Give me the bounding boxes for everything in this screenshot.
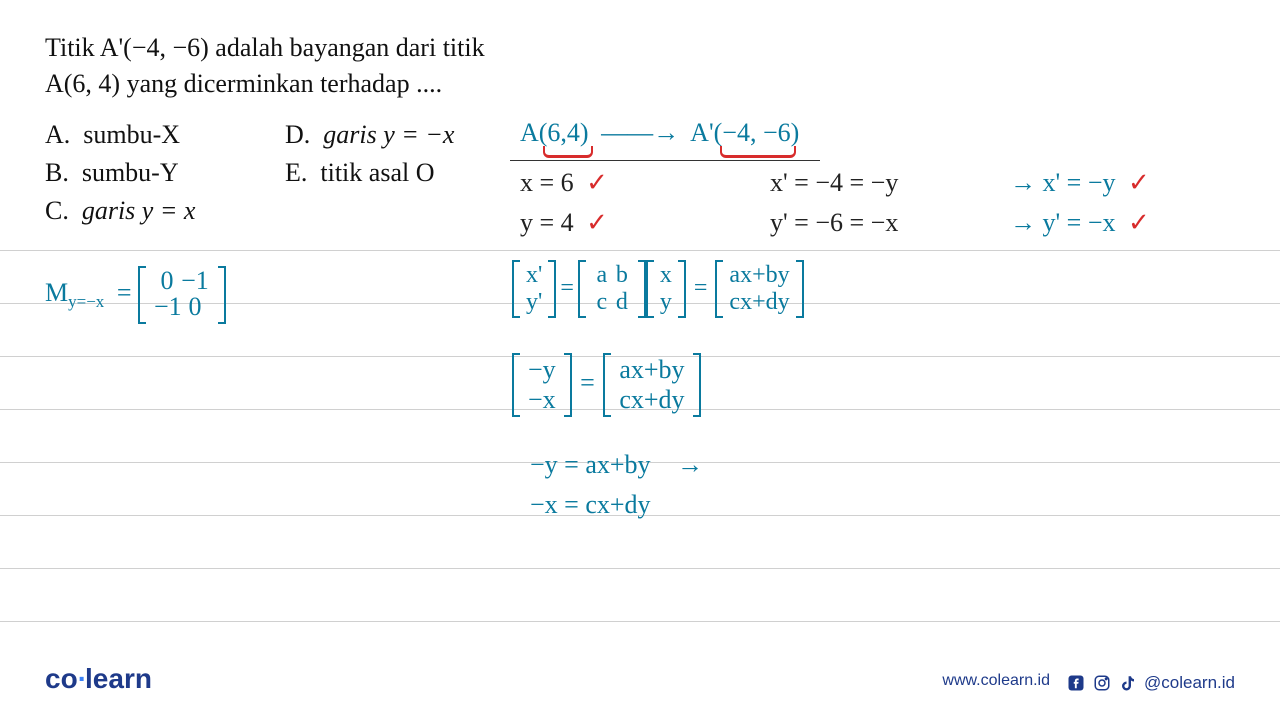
ruled-line: [0, 250, 1280, 251]
instagram-icon: [1092, 673, 1112, 693]
social-links: @colearn.id: [1066, 673, 1235, 693]
xprime-eq: x' = −4 = −y: [770, 168, 898, 198]
option-a: A. sumbu-X: [45, 120, 180, 150]
option-d: D. garis y = −x: [285, 120, 454, 150]
option-e: E. titik asal O: [285, 158, 434, 188]
y-eq: y = 4 ✓: [520, 208, 608, 238]
implication-y: → y' = −x ✓: [1010, 208, 1150, 238]
ruled-line: [0, 568, 1280, 569]
point-mapping: A(6,4) ——→ A'(−4, −6): [520, 118, 799, 148]
brand-logo: co·learn: [45, 663, 152, 695]
social-handle: @colearn.id: [1144, 673, 1235, 693]
matrix-equation-1: x' y' = ab cd x y = ax+by cx+dy: [518, 262, 798, 316]
question-block: Titik A'(−4, −6) adalah bayangan dari ti…: [45, 30, 485, 103]
question-line2: A(6, 4) yang dicerminkan terhadap ....: [45, 66, 485, 102]
ruled-line: [0, 621, 1280, 622]
option-c: C. garis y = x: [45, 196, 195, 226]
check-icon: ✓: [1128, 168, 1150, 197]
footer-url: www.colearn.id: [942, 672, 1050, 690]
footer: co·learn www.colearn.id @colearn.id: [0, 655, 1280, 695]
red-underline: [543, 146, 593, 158]
check-icon: ✓: [586, 208, 608, 237]
tiktok-icon: [1118, 673, 1138, 693]
eq-line1: −y = ax+by →: [530, 450, 703, 480]
question-line1: Titik A'(−4, −6) adalah bayangan dari ti…: [45, 30, 485, 66]
check-icon: ✓: [586, 168, 608, 197]
implication-x: → x' = −y ✓: [1010, 168, 1150, 198]
yprime-eq: y' = −6 = −x: [770, 208, 898, 238]
facebook-icon: [1066, 673, 1086, 693]
underline: [510, 160, 820, 161]
red-underline: [720, 146, 796, 158]
eq-line2: −x = cx+dy: [530, 490, 651, 520]
x-eq: x = 6 ✓: [520, 168, 608, 198]
matrix-label: My=−x = 0−1 −10: [45, 268, 220, 322]
matrix-equation-2: −y −x = ax+by cx+dy: [518, 355, 695, 415]
option-b: B. sumbu-Y: [45, 158, 179, 188]
check-icon: ✓: [1128, 208, 1150, 237]
